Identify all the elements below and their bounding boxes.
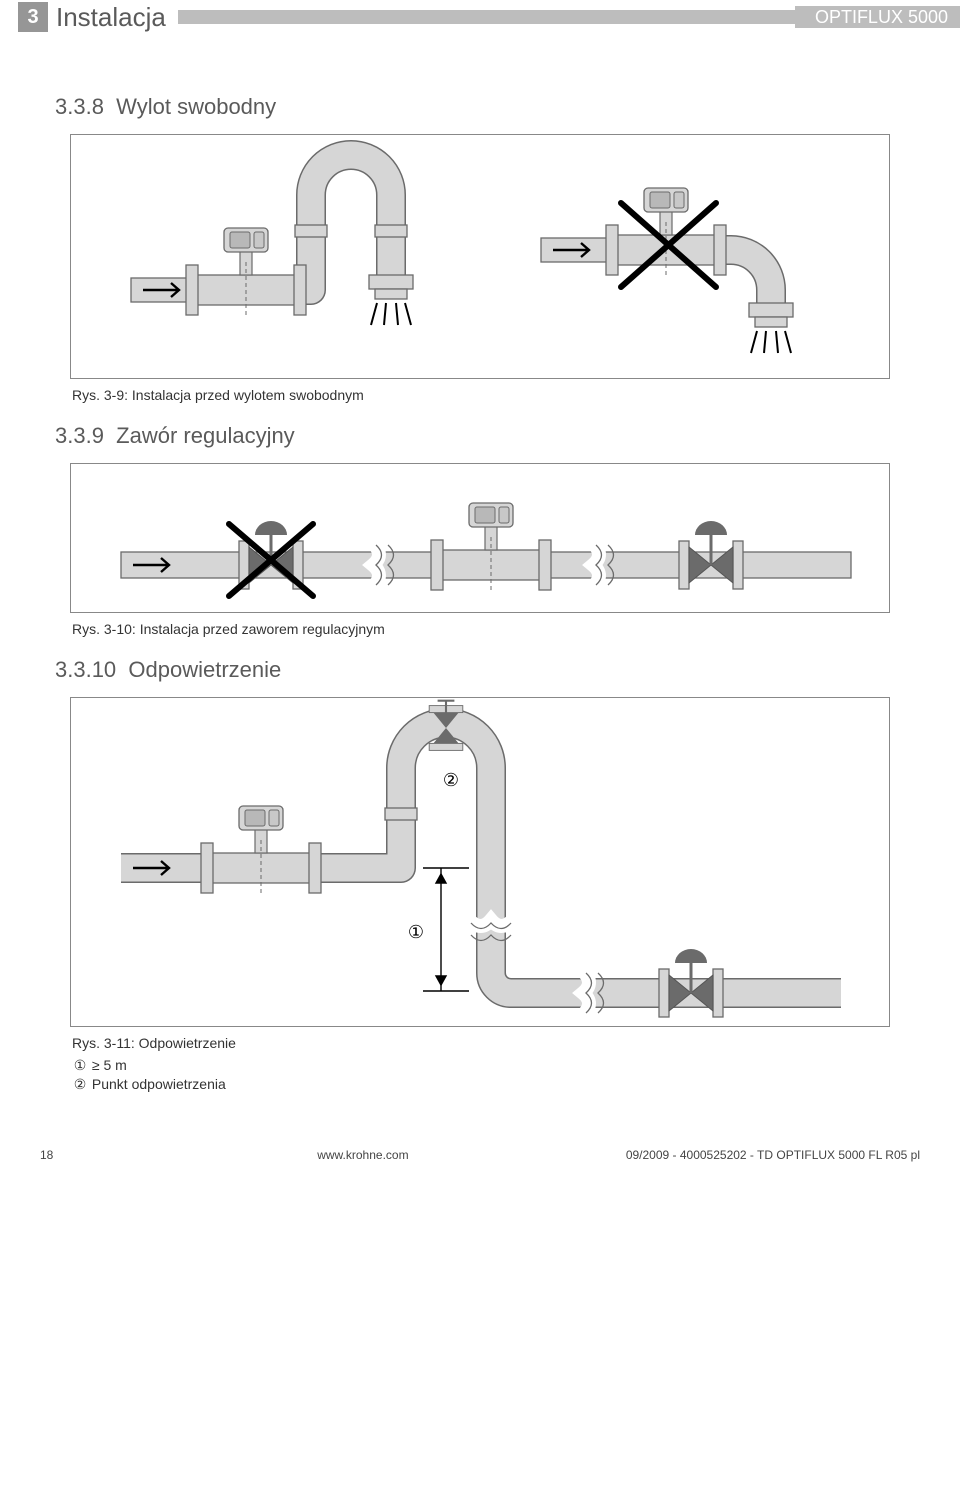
- marker-2: ②: [443, 770, 459, 790]
- page-footer: 18 www.krohne.com 09/2009 - 4000525202 -…: [0, 1148, 960, 1162]
- heading-339: 3.3.9 Zawór regulacyjny: [55, 423, 960, 449]
- legend-3-11-l1: ① ≥ 5 m: [72, 1057, 960, 1074]
- heading-text: Zawór regulacyjny: [116, 423, 295, 448]
- heading-num: 3.3.8: [55, 94, 104, 119]
- legend-sym-2: ②: [72, 1076, 88, 1093]
- footer-site: www.krohne.com: [100, 1148, 626, 1162]
- figure-3-10: [70, 463, 890, 613]
- figure-3-9: [70, 134, 890, 379]
- heading-text: Odpowietrzenie: [128, 657, 281, 682]
- figure-3-10-svg: [71, 464, 891, 614]
- legend-sym-1: ①: [72, 1057, 88, 1074]
- heading-3310: 3.3.10 Odpowietrzenie: [55, 657, 960, 683]
- page: 3 Instalacja OPTIFLUX 5000 3.3.8 Wylot s…: [0, 0, 960, 1192]
- caption-3-11: Rys. 3-11: Odpowietrzenie: [72, 1035, 960, 1051]
- page-header: 3 Instalacja OPTIFLUX 5000: [0, 0, 960, 34]
- heading-num: 3.3.9: [55, 423, 104, 448]
- footer-doc: 09/2009 - 4000525202 - TD OPTIFLUX 5000 …: [626, 1148, 920, 1162]
- figure-3-9-svg: [71, 135, 891, 380]
- heading-text: Wylot swobodny: [116, 94, 276, 119]
- section-title: Instalacja: [56, 2, 166, 33]
- legend-text-1: ≥ 5 m: [92, 1057, 127, 1073]
- legend-text-2: Punkt odpowietrzenia: [92, 1076, 226, 1092]
- caption-3-10: Rys. 3-10: Instalacja przed zaworem regu…: [72, 621, 960, 637]
- heading-338: 3.3.8 Wylot swobodny: [55, 94, 960, 120]
- section-number-box: 3: [18, 2, 48, 32]
- header-bar: [178, 10, 797, 24]
- page-number: 18: [40, 1148, 100, 1162]
- caption-3-9: Rys. 3-9: Instalacja przed wylotem swobo…: [72, 387, 960, 403]
- product-name: OPTIFLUX 5000: [795, 6, 960, 28]
- figure-3-11: ② ①: [70, 697, 890, 1027]
- legend-3-11-l2: ② Punkt odpowietrzenia: [72, 1076, 960, 1093]
- figure-3-11-svg: ② ①: [71, 698, 891, 1028]
- heading-num: 3.3.10: [55, 657, 116, 682]
- marker-1: ①: [408, 922, 424, 942]
